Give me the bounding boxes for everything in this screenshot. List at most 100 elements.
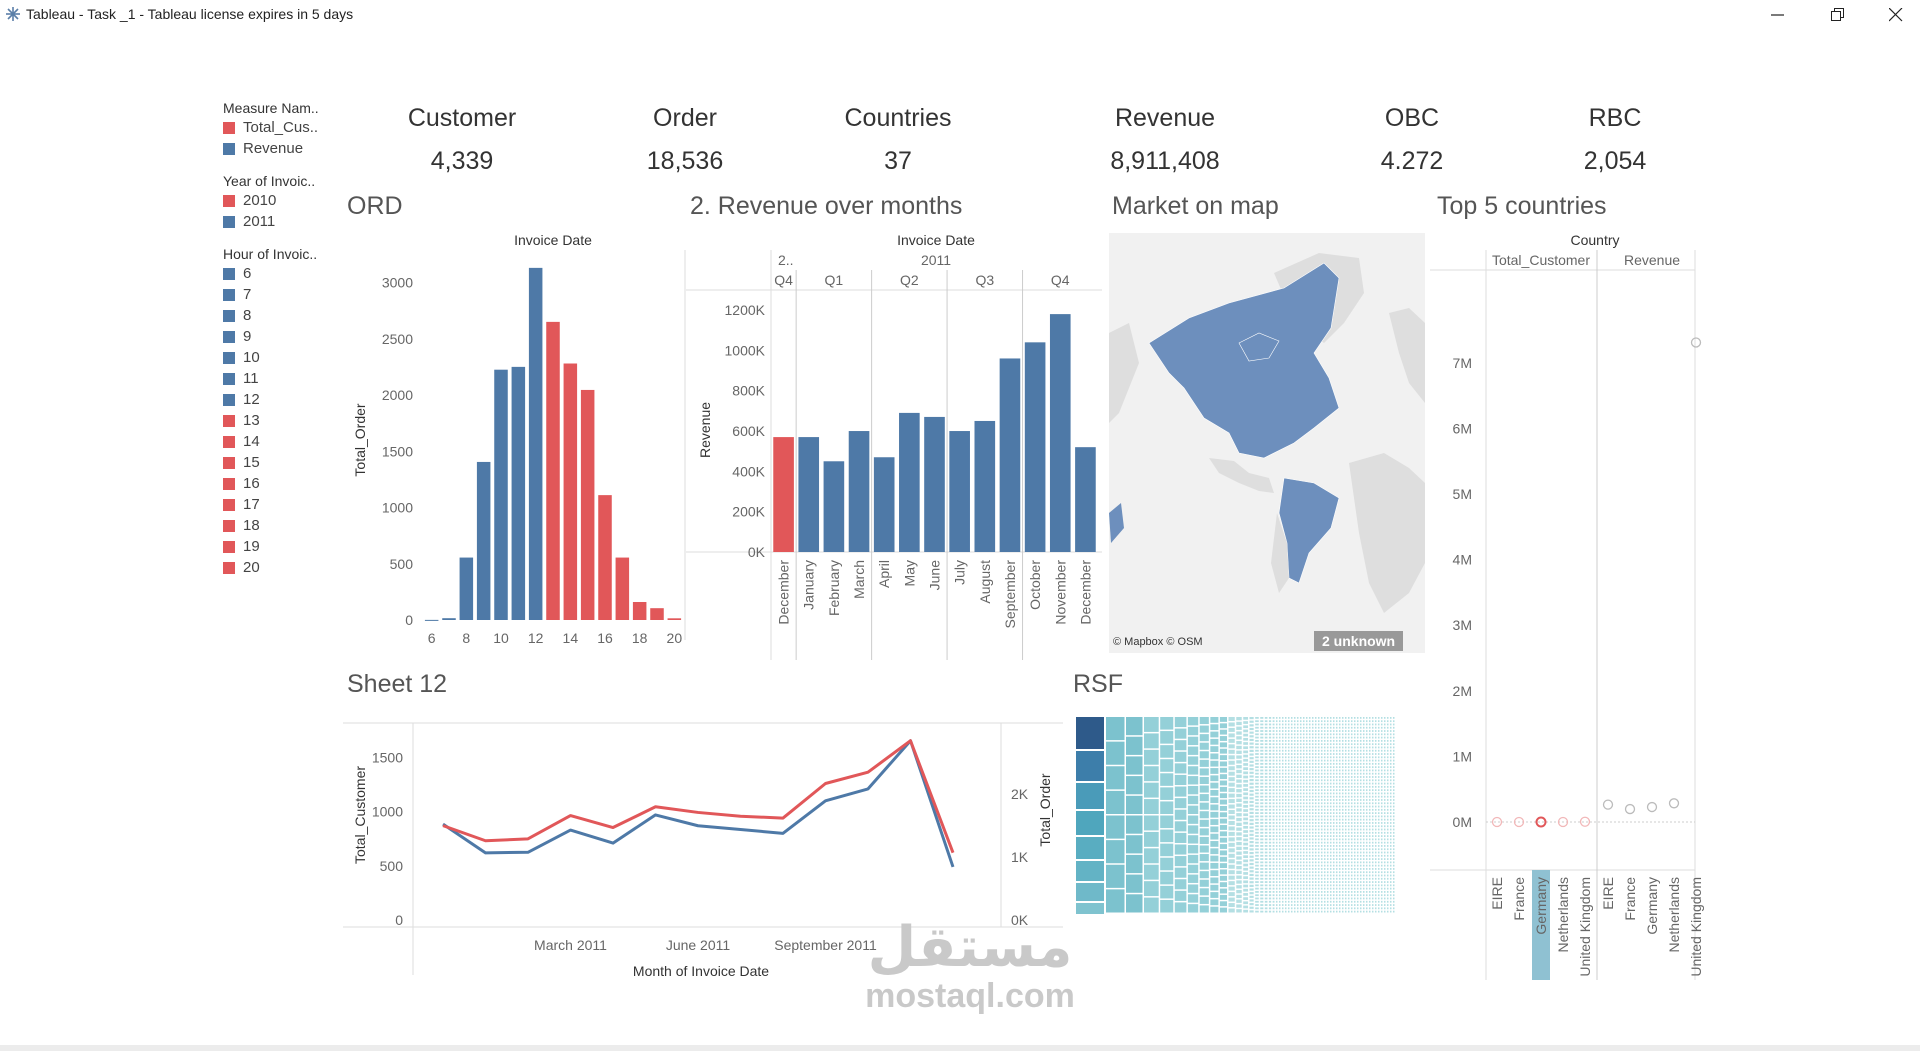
rsf-cell[interactable] (1320, 828, 1323, 831)
rsf-cell[interactable] (1311, 772, 1314, 775)
rsf-cell[interactable] (1353, 858, 1356, 860)
rsf-cell[interactable] (1255, 799, 1259, 801)
rsf-cell[interactable] (1332, 858, 1335, 860)
rsf-cell[interactable] (1296, 746, 1299, 749)
bar-august[interactable] (974, 420, 996, 552)
rsf-cell[interactable] (1383, 743, 1386, 746)
rsf-cell[interactable] (1314, 894, 1317, 897)
rsf-cell[interactable] (1323, 802, 1326, 805)
rsf-cell[interactable] (1377, 910, 1380, 913)
rsf-cell[interactable] (1359, 825, 1362, 828)
rsf-cell[interactable] (1317, 845, 1320, 847)
rsf-cell[interactable] (1392, 792, 1395, 795)
rsf-cell[interactable] (1374, 854, 1377, 857)
rsf-cell[interactable] (1374, 802, 1377, 805)
rsf-cell[interactable] (1287, 812, 1290, 814)
rsf-cell[interactable] (1320, 746, 1323, 749)
rsf-cell[interactable] (1356, 881, 1359, 883)
rsf-cell[interactable] (1338, 749, 1341, 752)
rsf-cell[interactable] (1338, 792, 1341, 795)
rsf-cell[interactable] (1317, 789, 1320, 792)
rsf-cell[interactable] (1323, 723, 1326, 726)
rsf-cell[interactable] (1255, 815, 1259, 818)
rsf-cell[interactable] (1350, 845, 1353, 847)
rsf-cell[interactable] (1335, 907, 1338, 910)
rsf-cell[interactable] (1383, 769, 1386, 772)
rsf-cell[interactable] (1374, 808, 1377, 811)
rsf-cell[interactable] (1389, 822, 1392, 824)
rsf-cell[interactable] (1392, 726, 1395, 729)
rsf-cell[interactable] (1249, 771, 1254, 774)
rsf-cell[interactable] (1359, 871, 1362, 874)
rsf-cell[interactable] (1386, 910, 1389, 913)
rsf-cell[interactable] (1353, 723, 1356, 726)
rsf-cell[interactable] (1338, 723, 1341, 726)
rsf-cell[interactable] (1353, 756, 1356, 759)
rsf-cell[interactable] (1335, 864, 1338, 867)
rsf-cell[interactable] (1249, 717, 1254, 720)
rsf-cell[interactable] (1377, 891, 1380, 893)
rsf-cell[interactable] (1359, 730, 1362, 732)
rsf-cell[interactable] (1320, 717, 1323, 719)
rsf-cell[interactable] (1308, 717, 1311, 719)
rsf-cell[interactable] (1305, 779, 1308, 782)
rsf-cell[interactable] (1320, 904, 1323, 906)
rsf-cell[interactable] (1320, 831, 1323, 834)
rsf-cell[interactable] (1290, 812, 1293, 814)
rsf-cell[interactable] (1320, 739, 1323, 742)
rsf-cell[interactable] (1281, 838, 1284, 841)
rsf-cell[interactable] (1126, 776, 1143, 795)
rsf-cell[interactable] (1392, 828, 1395, 831)
rsf-cell[interactable] (1332, 795, 1335, 798)
rsf-cell[interactable] (1272, 759, 1275, 762)
rsf-cell[interactable] (1389, 743, 1392, 746)
rsf-cell[interactable] (1368, 848, 1371, 851)
rsf-cell[interactable] (1290, 818, 1293, 821)
rsf-cell[interactable] (1383, 887, 1386, 890)
rsf-cell[interactable] (1264, 730, 1268, 732)
rsf-cell[interactable] (1260, 822, 1264, 824)
rsf-cell[interactable] (1341, 789, 1344, 792)
rsf-cell[interactable] (1359, 723, 1362, 726)
rsf-cell[interactable] (1290, 769, 1293, 772)
rsf-cell[interactable] (1284, 785, 1287, 788)
rsf-cell[interactable] (1335, 769, 1338, 772)
rsf-cell[interactable] (1287, 792, 1290, 795)
rsf-cell[interactable] (1311, 838, 1314, 841)
rsf-cell[interactable] (1368, 871, 1371, 874)
rsf-cell[interactable] (1386, 831, 1389, 834)
rsf-cell[interactable] (1377, 720, 1380, 723)
rsf-cell[interactable] (1272, 822, 1275, 824)
rsf-cell[interactable] (1356, 825, 1359, 828)
rsf-cell[interactable] (1389, 854, 1392, 857)
rsf-cell[interactable] (1377, 838, 1380, 841)
rsf-cell[interactable] (1323, 772, 1326, 775)
rsf-cell[interactable] (1332, 762, 1335, 765)
point-total_customer-netherlands[interactable] (1557, 816, 1569, 828)
rsf-cell[interactable] (1160, 871, 1174, 885)
rsf-cell[interactable] (1389, 835, 1392, 837)
rsf-cell[interactable] (1290, 894, 1293, 897)
rsf-cell[interactable] (1281, 730, 1284, 732)
rsf-cell[interactable] (1377, 874, 1380, 877)
rsf-cell[interactable] (1392, 841, 1395, 844)
rsf-cell[interactable] (1296, 845, 1299, 847)
rsf-cell[interactable] (1374, 822, 1377, 824)
rsf-cell[interactable] (1365, 910, 1368, 913)
rsf-cell[interactable] (1335, 759, 1338, 762)
rsf-cell[interactable] (1359, 861, 1362, 864)
rsf-cell[interactable] (1359, 776, 1362, 778)
rsf-cell[interactable] (1347, 733, 1350, 736)
rsf-cell[interactable] (1160, 829, 1174, 843)
legend-item[interactable]: 17 (223, 494, 333, 515)
rsf-cell[interactable] (1374, 841, 1377, 844)
rsf-cell[interactable] (1344, 795, 1347, 798)
rsf-cell[interactable] (1371, 874, 1374, 877)
legend-item[interactable]: 16 (223, 473, 333, 494)
rsf-cell[interactable] (1374, 871, 1377, 874)
rsf-cell[interactable] (1386, 858, 1389, 860)
rsf-cell[interactable] (1347, 802, 1350, 805)
rsf-cell[interactable] (1344, 733, 1347, 736)
rsf-cell[interactable] (1284, 868, 1287, 870)
rsf-cell[interactable] (1293, 871, 1296, 874)
